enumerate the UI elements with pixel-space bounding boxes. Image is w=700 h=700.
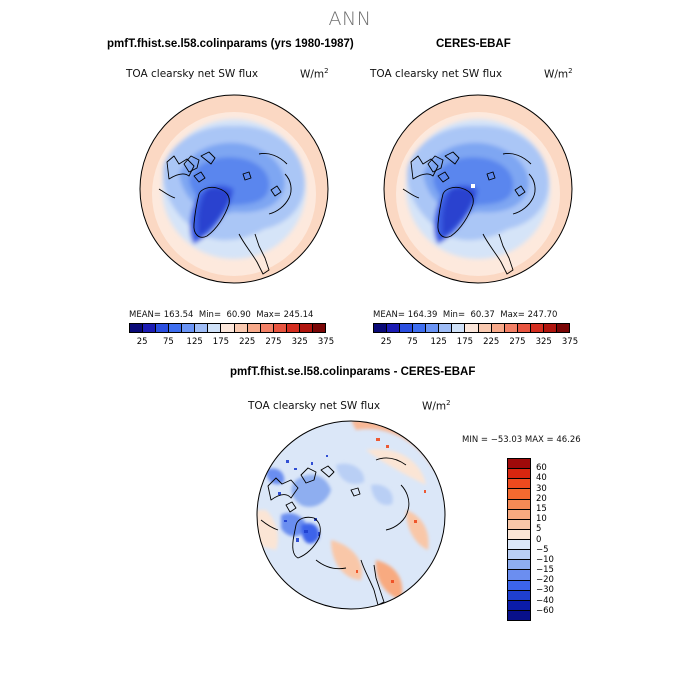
colorbar-swatch (508, 600, 530, 611)
colorbar-tick-label: −15 (536, 565, 554, 576)
colorbar-tick-label: 75 (406, 337, 418, 347)
colorbar-swatch (426, 324, 440, 332)
colorbar-swatch (508, 479, 530, 490)
colorbar-tick-label: 375 (317, 337, 335, 347)
colorbar-swatch (508, 489, 530, 500)
colorbar-swatch (508, 529, 530, 540)
colorbar-swatch (286, 324, 300, 332)
colorbar-swatch (508, 509, 530, 520)
colorbar-tick-label: 125 (430, 337, 447, 347)
colorbar-swatch (260, 324, 274, 332)
colorbar-tick-label: 75 (162, 337, 174, 347)
colorbar-tick-label: 175 (456, 337, 474, 347)
colorbar-swatch (556, 324, 569, 332)
colorbar-swatch (400, 324, 414, 332)
obs-colorbar-labels: 25 75 125 175 225 275 325 375 (373, 337, 578, 349)
colorbar-swatch (234, 324, 248, 332)
colorbar-swatch (491, 324, 505, 332)
diff-range-text: MIN = −53.03 MAX = 46.26 (462, 435, 581, 445)
colorbar-tick-label: 20 (536, 493, 547, 504)
colorbar-swatch (387, 324, 401, 332)
colorbar-swatch (508, 580, 530, 591)
colorbar-swatch (508, 610, 530, 620)
colorbar-tick-label: 225 (483, 337, 500, 347)
colorbar-swatch (508, 560, 530, 571)
colorbar-swatch (517, 324, 531, 332)
colorbar-tick-label: −10 (536, 554, 554, 565)
colorbar-swatch (543, 324, 557, 332)
model-colorbar-labels: 25 75 125 175 225 275 325 375 (129, 337, 334, 349)
colorbar-swatch (273, 324, 287, 332)
colorbar-tick-label: 225 (239, 337, 256, 347)
colorbar-swatch (465, 324, 479, 332)
obs-variable-label: TOA clearsky net SW flux (370, 68, 503, 80)
colorbar-swatch (299, 324, 313, 332)
model-colorbar (129, 323, 326, 333)
colorbar-swatch (452, 324, 466, 332)
colorbar-swatch (508, 540, 530, 551)
colorbar-tick-label: 275 (509, 337, 526, 347)
colorbar-tick-label: −60 (536, 605, 554, 616)
colorbar-swatch (504, 324, 518, 332)
colorbar-swatch (143, 324, 157, 332)
colorbar-swatch (169, 324, 183, 332)
colorbar-swatch (508, 519, 530, 530)
colorbar-tick-label: 40 (536, 473, 547, 484)
colorbar-swatch (182, 324, 196, 332)
colorbar-swatch (130, 324, 144, 332)
colorbar-swatch (221, 324, 235, 332)
colorbar-tick-label: 375 (561, 337, 579, 347)
figure-title: ANN (328, 8, 372, 30)
colorbar-swatch (195, 324, 209, 332)
colorbar-swatch (312, 324, 325, 332)
obs-units-label: W/m2 (544, 67, 573, 81)
colorbar-tick-label: 15 (536, 503, 547, 514)
colorbar-swatch (508, 459, 530, 470)
colorbar-tick-label: 175 (212, 337, 230, 347)
model-variable-label: TOA clearsky net SW flux (126, 68, 259, 80)
colorbar-swatch (413, 324, 427, 332)
colorbar-tick-label: 325 (291, 337, 308, 347)
diff-variable-label: TOA clearsky net SW flux (248, 400, 381, 412)
colorbar-swatch (530, 324, 544, 332)
colorbar-tick-label: 125 (186, 337, 203, 347)
colorbar-swatch (439, 324, 453, 332)
colorbar-swatch (508, 499, 530, 510)
colorbar-swatch (156, 324, 170, 332)
diff-colorbar-labels: 60 40 30 20 15 10 5 0 −5 −10 −15 −20 −30 −40 −60 (536, 458, 576, 621)
diff-colorbar (507, 458, 531, 621)
diff-panel-title: pmfT.fhist.se.l58.colinparams - CERES-EB… (230, 366, 476, 378)
colorbar-swatch (508, 590, 530, 601)
colorbar-swatch (247, 324, 261, 332)
model-stats: MEAN= 163.54 Min= 60.90 Max= 245.14 (129, 310, 314, 320)
colorbar-swatch (508, 550, 530, 561)
colorbar-swatch (374, 324, 388, 332)
obs-colorbar (373, 323, 570, 333)
colorbar-tick-label: 25 (136, 337, 148, 347)
colorbar-swatch (208, 324, 222, 332)
model-panel-title: pmfT.fhist.se.l58.colinparams (yrs 1980-… (107, 38, 354, 50)
obs-stats: MEAN= 164.39 Min= 60.37 Max= 247.70 (373, 310, 558, 320)
model-polar-map (139, 94, 329, 284)
colorbar-swatch (478, 324, 492, 332)
colorbar-tick-label: 10 (536, 514, 547, 525)
colorbar-tick-label: 275 (265, 337, 282, 347)
colorbar-tick-label: −30 (536, 585, 554, 596)
colorbar-tick-label: −20 (536, 575, 554, 586)
obs-polar-map (383, 94, 573, 284)
colorbar-tick-label: −5 (536, 544, 549, 555)
colorbar-tick-label: −40 (536, 595, 554, 606)
colorbar-swatch (508, 570, 530, 581)
diff-units-label: W/m2 (422, 399, 451, 413)
model-units-label: W/m2 (300, 67, 329, 81)
colorbar-tick-label: 0 (536, 534, 542, 545)
colorbar-tick-label: 25 (380, 337, 392, 347)
colorbar-tick-label: 60 (536, 463, 547, 474)
colorbar-tick-label: 5 (536, 524, 542, 535)
colorbar-tick-label: 30 (536, 483, 547, 494)
colorbar-swatch (508, 469, 530, 480)
obs-panel-title: CERES-EBAF (436, 38, 511, 50)
colorbar-tick-label: 325 (535, 337, 552, 347)
diff-polar-map (256, 420, 446, 610)
